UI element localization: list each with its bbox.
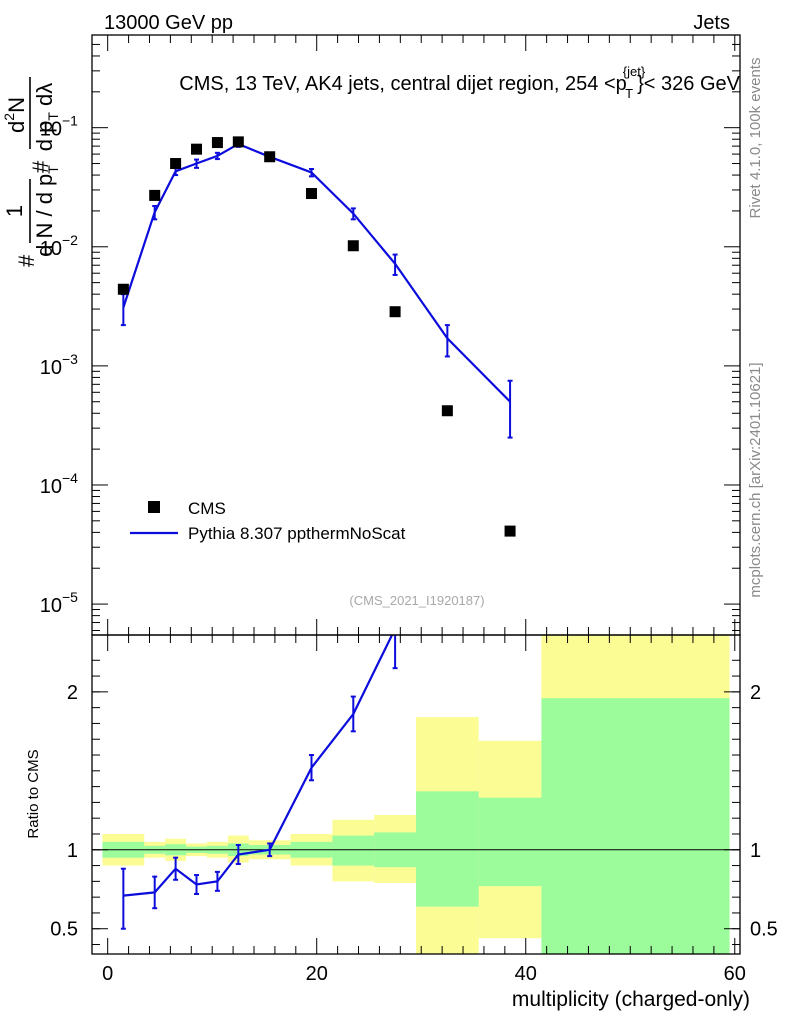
legend-cms-label: CMS xyxy=(188,499,226,518)
cms-data-point xyxy=(305,188,317,200)
ratio-y-tick-label: 0.5 xyxy=(50,919,78,941)
ratio-y-axis-title: Ratio to CMS xyxy=(25,749,42,838)
main-y-tick-exponent: −1 xyxy=(62,113,78,129)
main-y-tick-label: 10−3 xyxy=(40,351,78,379)
ratio-band-inner xyxy=(332,835,375,866)
main-y-axis-title: # 1 d N / d pT # d2N d pT dλ xyxy=(1,77,61,267)
mcplots-label: mcplots.cern.ch [arXiv:2401.10621] xyxy=(747,362,764,597)
cms-data-point xyxy=(264,151,276,163)
ratio-band-inner xyxy=(541,698,730,954)
ratio-y-tick-label: 2 xyxy=(67,682,78,704)
main-y-tick-exponent: −2 xyxy=(62,232,78,248)
main-plot-area xyxy=(117,136,516,537)
ratio-x-axis: 0 20 40 60 xyxy=(102,635,746,985)
legend-mc-label: Pythia 8.307 ppthermNoScat xyxy=(188,524,406,543)
ratio-band-inner xyxy=(478,797,542,887)
ratio-mc-series xyxy=(120,635,398,930)
ratio-x-tick-label: 20 xyxy=(306,963,328,985)
main-y-tick-label: 10−5 xyxy=(40,589,78,617)
ratio-uncertainty-bands xyxy=(102,635,730,954)
y-title-dN: d2N xyxy=(1,97,29,133)
main-y-tick-exponent: −3 xyxy=(62,351,78,367)
header-energy-label: 13000 GeV pp xyxy=(104,12,233,34)
main-mc-line xyxy=(122,142,511,403)
y-title-dpT: d pT dλ xyxy=(32,83,61,152)
cms-data-point xyxy=(170,158,182,170)
cms-data-point xyxy=(117,283,129,295)
rivet-version-label: Rivet 4.1.0, 100k events xyxy=(747,58,764,219)
y-title-numerator: 1 xyxy=(2,205,27,217)
title-part-main: CMS, 13 TeV, AK4 jets, central dijet reg… xyxy=(179,73,627,95)
chart-title: CMS, 13 TeV, AK4 jets, central dijet reg… xyxy=(179,64,740,101)
header-category-label: Jets xyxy=(693,12,730,34)
cms-data-point xyxy=(389,306,401,318)
cms-data-point xyxy=(191,143,203,155)
ratio-y-axis: 0.5 0.5 1 1 2 2 xyxy=(50,659,778,946)
main-y-tick-exponent: −5 xyxy=(62,589,78,605)
cms-data-point xyxy=(504,525,516,537)
main-y-tick-exponent: −4 xyxy=(62,470,78,486)
ratio-x-tick-label: 60 xyxy=(724,963,746,985)
main-y-tick-label: 10−4 xyxy=(40,470,78,498)
cms-data-point xyxy=(232,136,244,148)
title-part-end: }< 326 GeV xyxy=(637,73,741,95)
ratio-band-inner xyxy=(416,791,479,907)
main-x-ticks xyxy=(107,35,736,635)
ratio-y-tick-label: 1 xyxy=(67,840,78,862)
y-title-hash-left: # xyxy=(14,254,39,267)
ratio-y-tick-label-right: 0.5 xyxy=(750,919,778,941)
title-superscript: {jet} xyxy=(623,64,646,79)
cms-data-point xyxy=(149,189,161,201)
cms-data-point xyxy=(211,137,223,149)
cms-data-point xyxy=(441,405,453,417)
y-title-denominator: d N / d pT xyxy=(32,165,61,257)
ratio-x-tick-label: 0 xyxy=(102,963,113,985)
ratio-y-tick-label-right: 2 xyxy=(750,682,761,704)
main-frame xyxy=(91,34,741,636)
legend-cms-marker xyxy=(148,501,160,513)
ratio-y-tick-label-right: 1 xyxy=(750,840,761,862)
y-title-hash-mid: # xyxy=(28,160,53,173)
main-y-axis: 10−110−210−310−410−5 xyxy=(40,43,740,631)
ratio-x-tick-label: 40 xyxy=(515,963,537,985)
cms-data-point xyxy=(347,240,359,252)
legend: CMS Pythia 8.307 ppthermNoScat xyxy=(130,499,406,543)
ratio-frame xyxy=(91,634,741,955)
title-subscript: T xyxy=(625,86,633,101)
analysis-id: (CMS_2021_I1920187) xyxy=(349,593,484,608)
x-axis-title: multiplicity (charged-only) xyxy=(512,988,750,1011)
